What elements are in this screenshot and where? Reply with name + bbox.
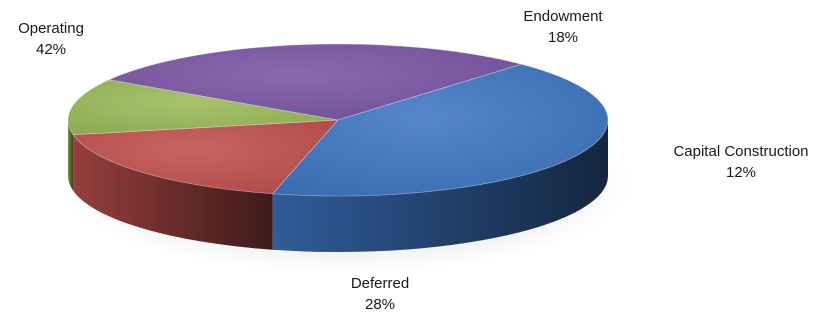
slice-label-capital-construction: Capital Construction 12% [658,141,824,183]
slice-percent-deferred: 28% [364,296,396,313]
slice-label-deferred: Deferred 28% [330,273,430,315]
pie-slice-deferred [107,43,523,121]
slice-name-deferred: Deferred [350,275,410,292]
slice-label-operating: Operating 42% [6,18,96,60]
slice-label-endowment: Endowment 18% [508,6,618,48]
pie-side-operating [272,120,608,253]
slice-name-operating: Operating [18,20,84,37]
pie-slice-capital-construction [67,79,339,136]
slice-name-endowment: Endowment [523,8,603,25]
slice-percent-capital-construction: 12% [725,164,757,181]
slice-name-capital-construction: Capital Construction [673,143,809,160]
pie-slice-operating [271,63,609,197]
slice-percent-operating: 42% [35,41,67,58]
pie-side-endowment [73,134,273,250]
pie-side-capital-construction [68,120,74,191]
pie-slice-endowment [72,119,339,195]
slice-percent-endowment: 18% [547,29,579,46]
